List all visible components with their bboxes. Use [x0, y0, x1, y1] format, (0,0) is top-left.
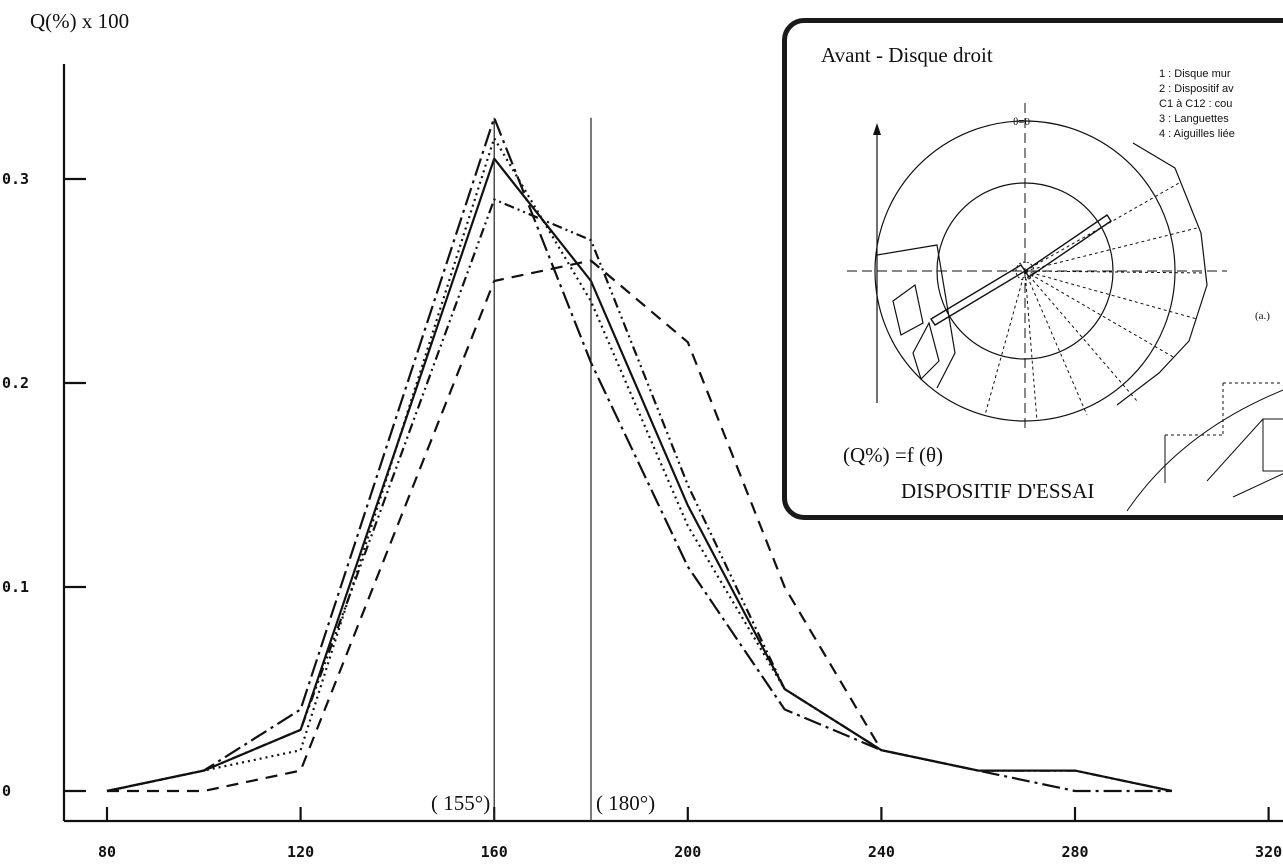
- sub-figure-label: (a.): [1255, 310, 1270, 322]
- x-tick-label: 80: [98, 843, 116, 861]
- inset-formula: (Q%) =f (θ): [843, 443, 944, 467]
- collector-sector: [1116, 142, 1208, 406]
- tab-2: [912, 321, 940, 381]
- upper-blade: [1024, 214, 1112, 278]
- theta-label: θ=0: [1013, 116, 1030, 128]
- legend-item: C1 à C12 : cou: [1159, 98, 1233, 110]
- series-line-4: [106, 137, 882, 793]
- left-collector: [876, 244, 956, 389]
- x-ticks: 80 120 160 200 240 280 320: [98, 807, 1282, 861]
- x-tick-label: 320: [1255, 843, 1282, 861]
- reference-lines: ( 155°) ( 180°): [431, 117, 655, 821]
- x-tick-label: 160: [481, 843, 508, 861]
- legend-item: 4 : Aiguilles liée: [1159, 128, 1235, 140]
- device-diagram: θ=0 (a.): [847, 103, 1283, 512]
- x-tick-label: 200: [674, 843, 701, 861]
- legend-item: 3 : Languettes: [1159, 113, 1229, 125]
- y-tick-label: 0.1: [2, 578, 29, 596]
- x-tick-label: 280: [1061, 843, 1088, 861]
- inset-title: Avant - Disque droit: [821, 43, 993, 67]
- y-tick-label: 0.3: [2, 170, 29, 188]
- x-tick-label: 240: [868, 843, 895, 861]
- reference-label-1: ( 155°): [431, 791, 490, 815]
- x-tick-label: 120: [287, 843, 314, 861]
- lower-blade: [930, 264, 1026, 326]
- legend-item: 1 : Disque mur: [1159, 68, 1231, 80]
- reference-label-2: ( 180°): [596, 791, 655, 815]
- series-line-1: [106, 157, 1173, 793]
- arrow-head-icon: [873, 123, 881, 135]
- y-ticks: 0 0.1 0.2 0.3: [2, 170, 86, 800]
- test-device-inset: θ=0 (a.): [782, 18, 1283, 520]
- cell-dividers: [984, 182, 1206, 422]
- y-tick-label: 0.2: [2, 374, 29, 392]
- inset-legend: 1 : Disque mur 2 : Dispositif av C1 à C1…: [1159, 67, 1235, 142]
- y-axis-label: Q(%) x 100: [30, 9, 129, 33]
- legend-item: 2 : Dispositif av: [1159, 83, 1234, 95]
- tab-1: [892, 283, 924, 336]
- series-line-5: [107, 259, 883, 793]
- perspective-detail: [1126, 382, 1283, 512]
- y-tick-label: 0: [2, 782, 11, 800]
- inset-caption: DISPOSITIF D'ESSAI: [901, 479, 1095, 503]
- series-group: [106, 116, 1173, 793]
